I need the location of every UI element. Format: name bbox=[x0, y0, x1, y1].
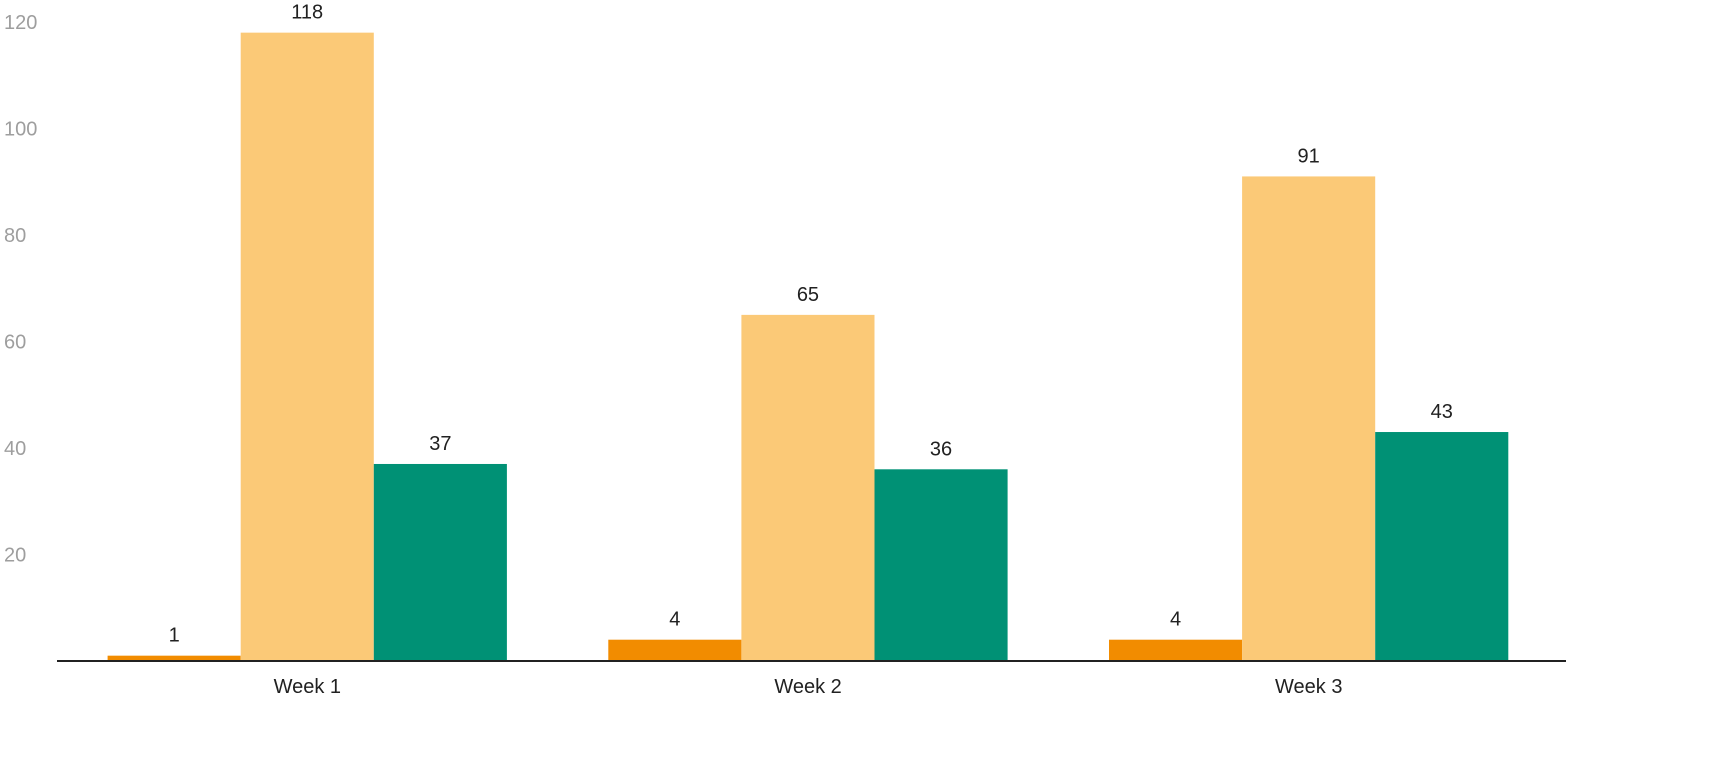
y-axis-tick-labels: 20 40 60 80 100 120 bbox=[4, 12, 37, 567]
data-label: 4 bbox=[669, 609, 680, 631]
bar-week-2-series-3 bbox=[874, 469, 1008, 661]
x-tick-label: Week 2 bbox=[774, 676, 841, 698]
data-label: 65 bbox=[797, 284, 819, 306]
data-label: 91 bbox=[1298, 145, 1320, 167]
x-axis-tick-labels: Week 1 Week 2 Week 3 bbox=[274, 676, 1343, 698]
data-labels-group: 1 118 37 4 65 36 4 91 43 bbox=[169, 2, 1453, 647]
x-tick-label: Week 3 bbox=[1275, 676, 1342, 698]
data-label: 37 bbox=[429, 433, 451, 455]
y-tick-label: 40 bbox=[4, 438, 26, 460]
y-tick-label: 100 bbox=[4, 119, 37, 141]
bar-week-1-series-1 bbox=[107, 655, 241, 661]
bars-group bbox=[107, 32, 1509, 662]
bar-week-3-series-3 bbox=[1375, 432, 1509, 661]
y-tick-label: 60 bbox=[4, 332, 26, 354]
data-label: 118 bbox=[291, 2, 323, 24]
data-label: 43 bbox=[1431, 401, 1453, 423]
data-label: 1 bbox=[169, 625, 180, 647]
bar-week-3-series-1 bbox=[1109, 639, 1243, 661]
bar-week-2-series-2 bbox=[741, 314, 875, 661]
bar-week-1-series-2 bbox=[240, 32, 374, 661]
data-label: 36 bbox=[930, 438, 952, 460]
y-tick-label: 80 bbox=[4, 225, 26, 247]
bar-week-2-series-1 bbox=[608, 639, 742, 661]
data-label: 4 bbox=[1170, 609, 1181, 631]
bar-week-1-series-3 bbox=[373, 463, 507, 661]
x-tick-label: Week 1 bbox=[274, 676, 341, 698]
bar-week-3-series-2 bbox=[1242, 176, 1376, 662]
y-tick-label: 20 bbox=[4, 545, 26, 567]
y-tick-label: 120 bbox=[4, 12, 37, 34]
